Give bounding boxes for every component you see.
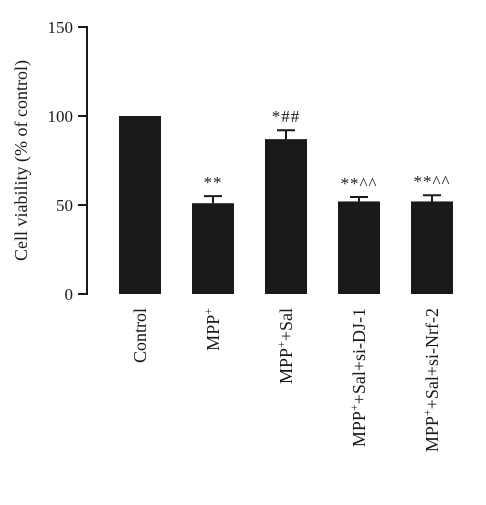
y-tick-label: 150 (48, 18, 74, 37)
x-tick-label: Control (130, 308, 150, 363)
bar (338, 201, 380, 294)
significance-label: *## (272, 107, 301, 126)
x-tick-label: MPP+ (201, 308, 223, 351)
significance-label: **^^ (341, 174, 378, 193)
bar (265, 139, 307, 294)
bar (119, 116, 161, 294)
y-axis-label: Cell viability (% of control) (11, 60, 32, 261)
significance-label: **^^ (414, 172, 451, 191)
x-tick-label: MPP++Sal (274, 308, 296, 384)
x-tick-label: MPP++Sal+si-DJ-1 (347, 308, 369, 447)
bars (119, 116, 453, 294)
axes (78, 26, 88, 295)
bar (411, 201, 453, 294)
y-tick-label: 0 (65, 285, 74, 304)
y-tick-label: 50 (56, 196, 73, 215)
significance-label: ** (204, 173, 223, 192)
labels: 0 50 100 150 Cell viability (% of control) Co… (11, 18, 451, 452)
x-tick-label: MPP++Sal+si-Nrf-2 (420, 308, 442, 452)
y-tick-label: 100 (48, 107, 74, 126)
bar (192, 203, 234, 294)
